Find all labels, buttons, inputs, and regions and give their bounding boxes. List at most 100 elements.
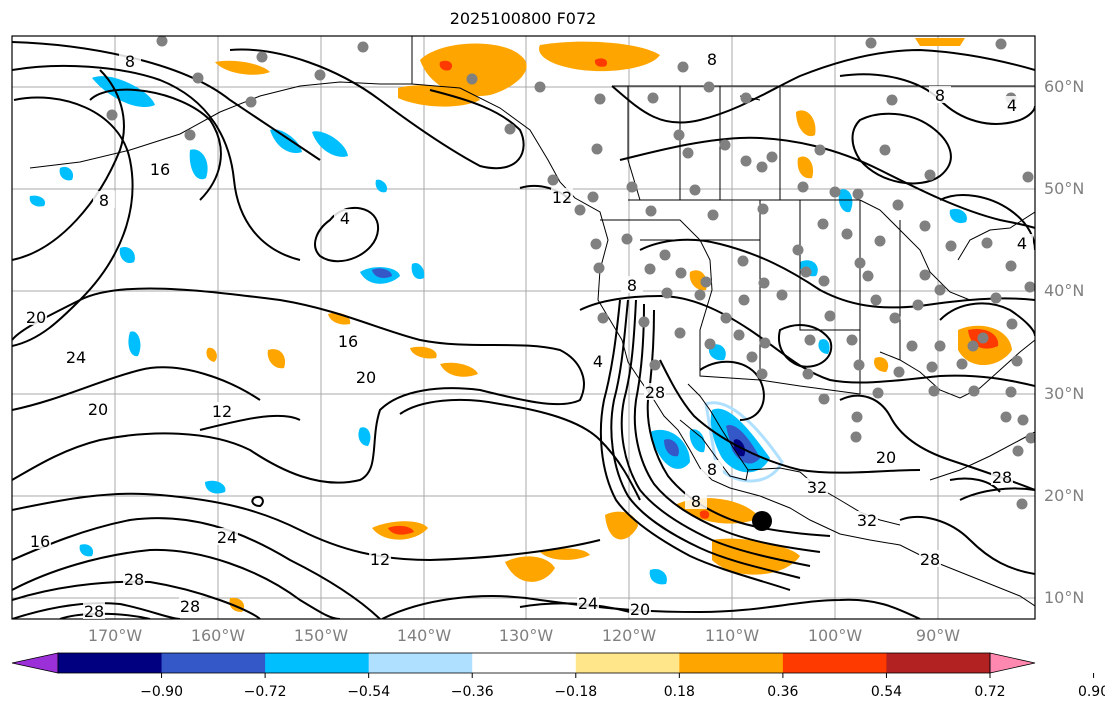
contour-label: 20: [630, 600, 650, 619]
contour-label-background: [179, 597, 201, 614]
contour-label: 8: [707, 460, 717, 479]
colorbar-label: −0.72: [243, 684, 287, 700]
contour-label-background: [1001, 96, 1023, 113]
contour-label: 24: [66, 348, 86, 367]
contour-label: 28: [920, 550, 940, 569]
contour-label: 4: [593, 352, 603, 371]
colorbar-label: −0.18: [554, 684, 598, 700]
contour-label-background: [1011, 234, 1033, 251]
latitude-label: 50°N: [1044, 179, 1085, 198]
colorbar: [11, 652, 1095, 678]
contour-label-background: [806, 478, 828, 495]
contour-label: 32: [857, 511, 877, 530]
contour-label: 8: [707, 50, 717, 69]
colorbar-under-extension: [11, 652, 59, 674]
contour-label: 24: [578, 594, 598, 613]
contour-label-background: [919, 550, 941, 567]
contour-label: 20: [88, 400, 108, 419]
colorbar-label: −0.54: [347, 684, 391, 700]
contour-label-background: [83, 602, 105, 619]
colorbar-over-extension: [989, 652, 1036, 674]
contour-label: 4: [1007, 96, 1017, 115]
contour-label-background: [587, 352, 609, 369]
station-markers: [106, 36, 1035, 510]
latitude-label: 40°N: [1044, 281, 1085, 300]
map-background: [12, 36, 1035, 619]
colorbar-outline: [57, 652, 991, 674]
contour-label-background: [629, 600, 651, 617]
contour-label-background: [577, 594, 599, 611]
contour-label-background: [123, 570, 145, 587]
contour-label-background: [701, 50, 723, 67]
contour-label: 8: [125, 52, 135, 71]
contour-label-background: [25, 308, 47, 325]
colorbar-label: −0.36: [450, 684, 494, 700]
contour-label-background: [93, 191, 115, 208]
colorbar-label: −0.90: [140, 684, 183, 700]
colorbar-label: 0.72: [974, 684, 1006, 700]
map-frame: [11, 35, 1036, 620]
latitude-label: 30°N: [1044, 384, 1085, 403]
contour-label-background: [216, 528, 238, 545]
colorbar-swatch: [58, 653, 163, 673]
contour-label: 28: [645, 383, 665, 402]
contour-label: 20: [876, 448, 896, 467]
contour-label: 4: [1017, 234, 1027, 253]
contour-label-background: [551, 188, 573, 205]
longitude-label: 130°W: [498, 626, 554, 645]
contour-label: 32: [807, 478, 827, 497]
contour-label: 12: [370, 550, 390, 569]
contour-label-background: [355, 368, 377, 385]
contour-label-background: [29, 532, 51, 549]
contour-label: 4: [340, 209, 350, 228]
longitude-label: 140°W: [396, 626, 452, 645]
contour-label: 8: [935, 86, 945, 105]
contour-label-background: [337, 332, 359, 349]
contour-label: 12: [552, 188, 572, 207]
contour-label: 28: [180, 597, 200, 616]
contour-label: 8: [627, 276, 637, 295]
contour-label-background: [369, 550, 391, 567]
map-title: 2025100800 F072: [449, 9, 597, 28]
contour-label-background: [87, 400, 109, 417]
colorbar-label: 0.90: [1077, 684, 1105, 700]
contour-label-background: [701, 460, 723, 477]
storm-center-marker: [752, 511, 772, 531]
contour-label-background: [929, 86, 951, 103]
contour-label-background: [991, 468, 1013, 485]
contour-label-background: [211, 402, 233, 419]
longitude-label: 120°W: [601, 626, 657, 645]
colorbar-swatch: [368, 653, 473, 673]
longitude-label: 110°W: [704, 626, 760, 645]
contour-label: 28: [992, 468, 1012, 487]
longitude-label: 170°W: [87, 626, 143, 645]
longitude-label: 100°W: [807, 626, 863, 645]
contour-label-background: [685, 492, 707, 509]
graticule: [12, 36, 1035, 619]
colorbar-swatch: [886, 653, 991, 673]
contour-label-background: [621, 276, 643, 293]
contour-label-background: [119, 52, 141, 69]
contour-label-background: [875, 448, 897, 465]
contour-label: 8: [99, 191, 109, 210]
colorbar-label: 0.54: [870, 684, 903, 700]
contour-label: 20: [26, 308, 46, 327]
colorbar-swatch: [679, 653, 784, 673]
latitude-label: 60°N: [1044, 77, 1085, 96]
colorbar-swatch: [161, 653, 266, 673]
contour-label-background: [65, 348, 87, 365]
latitude-label: 10°N: [1044, 588, 1085, 607]
contour-label-background: [334, 209, 356, 226]
latitude-label: 20°N: [1044, 486, 1085, 505]
colorbar-swatch: [265, 653, 370, 673]
contour-label-background: [149, 160, 171, 177]
contour-label: 24: [217, 528, 237, 547]
contour-label: 12: [212, 402, 232, 421]
shaded-field: [29, 38, 1012, 612]
colorbar-swatch: [782, 653, 887, 673]
colorbar-label: 0.36: [767, 684, 799, 700]
longitude-label: 150°W: [293, 626, 349, 645]
contour-label: 8: [691, 492, 701, 511]
longitude-label: 160°W: [190, 626, 246, 645]
